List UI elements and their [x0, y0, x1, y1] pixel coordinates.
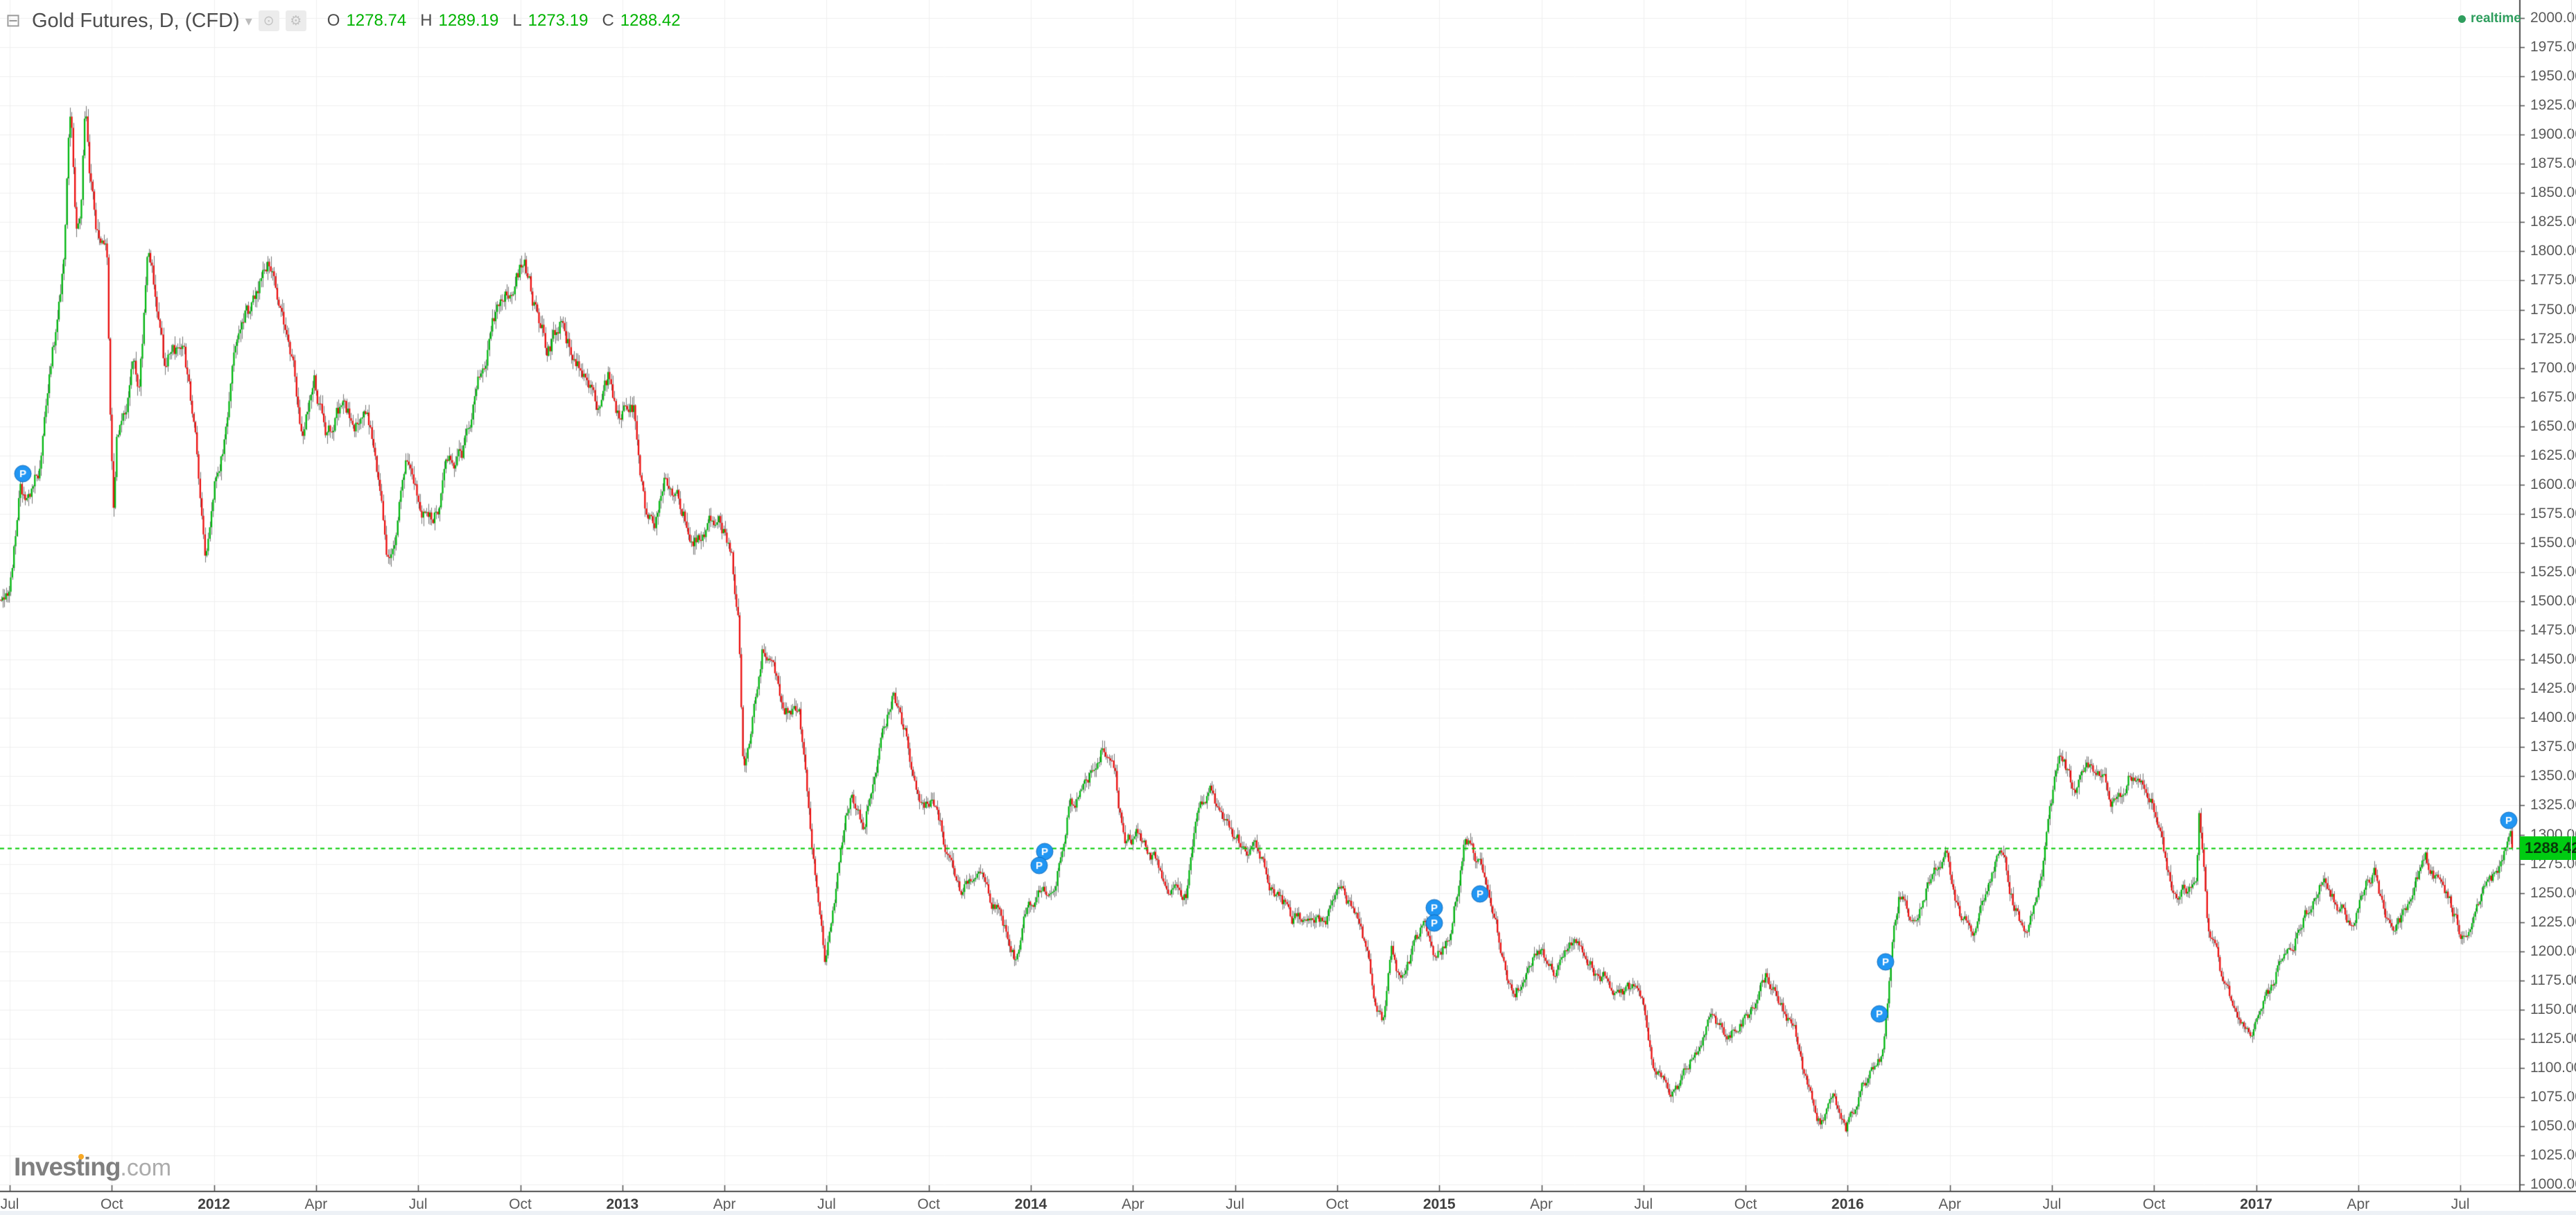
time-tick-label: Oct [2142, 1196, 2166, 1212]
price-tick-label: 1075.00 [2530, 1089, 2576, 1105]
price-tick-label: 1500.00 [2530, 593, 2576, 610]
time-tick-label: Jul [817, 1196, 836, 1212]
chevron-down-icon[interactable]: ▾ [245, 12, 252, 29]
low-label: L [512, 11, 522, 30]
logo-brand-text: Investing [14, 1153, 121, 1181]
price-tick-label: 1125.00 [2530, 1030, 2576, 1046]
price-tick-label: 1475.00 [2530, 622, 2576, 639]
time-axis[interactable]: Jul Oct 2012 Apr Jul Oct 2013 Apr Jul Oct 2014 Apr J… [0, 1191, 2519, 1215]
right-edge-divider [2571, 0, 2572, 1191]
time-tick-label: 2012 [198, 1196, 230, 1212]
price-tick-label: 1350.00 [2530, 768, 2576, 784]
realtime-indicator: realtime [2458, 11, 2521, 26]
time-tick-label: Oct [1325, 1196, 1349, 1212]
time-tick-label: Jul [0, 1196, 19, 1212]
time-tick-label: Apr [1530, 1196, 1553, 1212]
time-tick-label: Apr [2347, 1196, 2370, 1212]
time-tick-label: Apr [713, 1196, 736, 1212]
time-tick-label: Jul [1226, 1196, 1245, 1212]
price-tick-label: 1775.00 [2530, 272, 2576, 288]
visibility-icon[interactable]: ⊙ [258, 10, 279, 31]
price-tick-label: 1850.00 [2530, 184, 2576, 201]
price-tick-label: 1250.00 [2530, 884, 2576, 901]
gear-icon[interactable]: ⚙ [285, 10, 306, 31]
chart-header: ⊟ Gold Futures, D, (CFD) ▾ ⊙ ⚙ O 1278.74… [0, 0, 971, 42]
open-value: 1278.74 [346, 11, 407, 30]
price-tick-label: 1325.00 [2530, 797, 2576, 813]
price-tick-label: 1400.00 [2530, 709, 2576, 726]
low-value: 1273.19 [528, 11, 589, 30]
time-tick-label: Oct [100, 1196, 123, 1212]
price-tick-label: 1525.00 [2530, 564, 2576, 580]
price-tick-label: 1875.00 [2530, 155, 2576, 172]
close-value: 1288.42 [620, 11, 681, 30]
time-tick-label: Apr [304, 1196, 328, 1212]
price-tick-label: 1100.00 [2530, 1059, 2576, 1076]
time-tick-label: Oct [1734, 1196, 1757, 1212]
time-tick-label: Jul [2042, 1196, 2062, 1212]
realtime-dot-icon [2458, 15, 2466, 23]
price-tick-label: 1650.00 [2530, 417, 2576, 434]
price-tick-label: 1000.00 [2530, 1176, 2576, 1193]
time-tick-label: 2015 [1422, 1196, 1456, 1212]
price-tick-label: 1175.00 [2530, 972, 2576, 988]
logo-accent-dot [78, 1154, 84, 1160]
time-tick-label: 2017 [2240, 1196, 2272, 1212]
close-label: C [602, 11, 614, 30]
price-tick-label: 1550.00 [2530, 534, 2576, 551]
time-tick-label: Oct [509, 1196, 532, 1212]
price-axis[interactable]: 2000.00 1975.00 1950.00 1925.00 1900.00 1875.… [2519, 0, 2576, 1193]
price-tick-label: 1600.00 [2530, 476, 2576, 492]
time-tick-label: Jul [1634, 1196, 1653, 1212]
time-tick-label: Jul [408, 1196, 428, 1212]
price-tick-label: 1050.00 [2530, 1118, 2576, 1135]
price-tick-label: 1225.00 [2530, 913, 2576, 930]
open-label: O [327, 11, 340, 30]
price-tick-label: 1975.00 [2530, 39, 2576, 55]
bottom-scroll-strip[interactable] [0, 1211, 2576, 1215]
price-tick-label: 1575.00 [2530, 505, 2576, 522]
price-tick-label: 1800.00 [2530, 243, 2576, 259]
price-tick-label: 1450.00 [2530, 651, 2576, 668]
price-tick-label: 1025.00 [2530, 1147, 2576, 1164]
price-tick-label: 1375.00 [2530, 739, 2576, 755]
price-tick-label: 1700.00 [2530, 359, 2576, 376]
price-tick-label: 1675.00 [2530, 388, 2576, 405]
investing-watermark: Investing.com [14, 1153, 171, 1182]
price-tick-label: 1200.00 [2530, 942, 2576, 959]
price-tick-label: 1925.00 [2530, 97, 2576, 114]
price-tick-label: 1425.00 [2530, 680, 2576, 697]
time-tick-label: 2014 [1014, 1196, 1047, 1212]
ohlc-readout: O 1278.74 H 1289.19 L 1273.19 C 1288.42 [327, 11, 695, 31]
last-price-label: 1288.42 [2520, 836, 2576, 860]
high-label: H [420, 11, 433, 30]
price-tick-label: 1950.00 [2530, 68, 2576, 85]
time-tick-label: 2016 [1831, 1196, 1864, 1212]
price-tick-label: 1725.00 [2530, 330, 2576, 347]
high-value: 1289.19 [438, 11, 499, 30]
time-tick-label: Apr [1938, 1196, 1962, 1212]
price-tick-label: 1750.00 [2530, 301, 2576, 318]
price-tick-label: 1150.00 [2530, 1001, 2576, 1017]
time-tick-label: 2013 [606, 1196, 639, 1212]
time-tick-label: Oct [917, 1196, 941, 1212]
price-tick-label: 1900.00 [2530, 126, 2576, 143]
collapse-pane-icon[interactable]: ⊟ [6, 10, 21, 31]
time-tick-label: Jul [2451, 1196, 2470, 1212]
symbol-title[interactable]: Gold Futures, D, (CFD) [32, 9, 240, 32]
time-tick-label: Apr [1121, 1196, 1145, 1212]
price-tick-label: 2000.00 [2530, 10, 2576, 26]
price-tick-label: 1625.00 [2530, 447, 2576, 463]
realtime-label: realtime [2471, 11, 2521, 26]
logo-suffix-text: .com [120, 1155, 172, 1181]
price-tick-label: 1825.00 [2530, 214, 2576, 230]
